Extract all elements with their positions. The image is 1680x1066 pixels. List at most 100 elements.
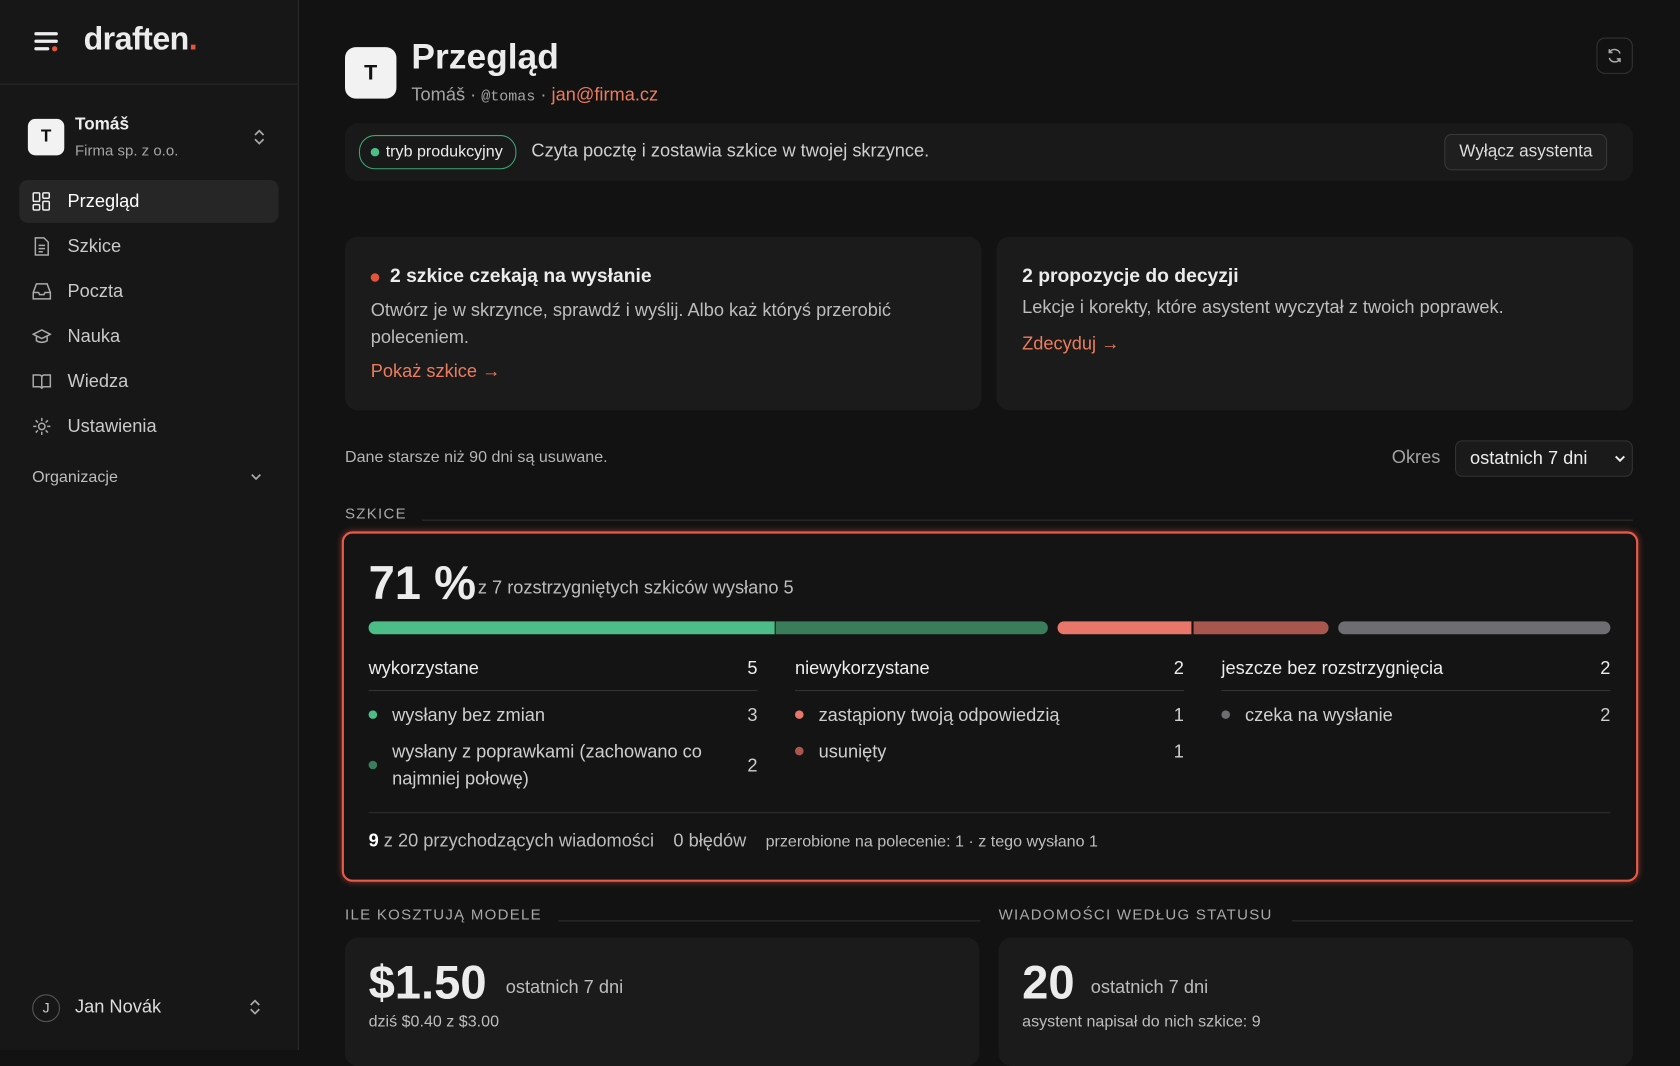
- card-text: Lekcje i korekty, które asystent wyczyta…: [1022, 296, 1504, 318]
- account-name: Tomáš: [75, 115, 129, 134]
- bar-segment: [368, 621, 775, 635]
- nav-label: Poczta: [67, 280, 124, 302]
- messages-period: ostatnich 7 dni: [1090, 977, 1209, 998]
- group-total: 2: [1600, 657, 1611, 679]
- item-count: 3: [747, 705, 758, 726]
- section-line: [1292, 920, 1633, 922]
- sidebar: draften. T Tomáš Firma sp. z o.o. Przegl…: [0, 0, 299, 1051]
- messages-note: asystent napisał do nich szkice: 9: [1022, 1012, 1261, 1031]
- nav-item[interactable]: Ustawienia: [19, 405, 278, 448]
- drafts-summary: z 7 rozstrzygniętych szkiców wysłano 5: [477, 577, 794, 598]
- drafts-card: 71 % z 7 rozstrzygniętych szkiców wysłan…: [341, 531, 1639, 882]
- cost-period: ostatnich 7 dni: [505, 977, 624, 998]
- nav-label: Wiedza: [67, 370, 129, 392]
- user-avatar: J: [32, 994, 61, 1023]
- banner: tryb produkcyjny Czyta pocztę i zostawia…: [345, 123, 1633, 182]
- cost-amount: $1.50: [368, 956, 487, 1010]
- divider: [368, 690, 758, 692]
- card-title: 2 propozycje do decyzji: [1022, 264, 1239, 287]
- group-name: niewykorzystane: [795, 657, 930, 679]
- card: 2 propozycje do decyzji Lekcje i korekty…: [996, 236, 1633, 411]
- retention-note: Dane starsze niż 90 dni są usuwane.: [345, 447, 608, 467]
- section-title: SZKICE: [345, 504, 407, 522]
- item-label: czeka na wysłanie: [1245, 705, 1393, 726]
- item-label: zastąpiony twoją odpowiedzią: [818, 705, 1060, 726]
- bar-segment: [1193, 621, 1330, 635]
- processed-count: 9: [368, 830, 379, 851]
- nav-icon: [34, 237, 49, 256]
- header-name: Tomáš: [411, 84, 466, 106]
- badge-text: tryb produkcyjny: [385, 142, 503, 161]
- status-dot: [795, 710, 804, 719]
- user-name[interactable]: Jan Novák: [75, 996, 162, 1017]
- item-label: wysłany bez zmian: [392, 705, 546, 726]
- user-switch[interactable]: [249, 999, 262, 1016]
- section-chevron[interactable]: [250, 473, 263, 482]
- status-dot: [1221, 710, 1231, 719]
- status-dot: [368, 710, 378, 719]
- group-name: wykorzystane: [368, 657, 479, 679]
- header-email[interactable]: jan@firma.cz: [551, 84, 659, 106]
- item-count: 1: [1173, 705, 1184, 726]
- mode-badge: tryb produkcyjny: [358, 135, 517, 170]
- separator: ·: [470, 84, 477, 106]
- account-switch[interactable]: [253, 129, 266, 146]
- select-chevron: [1615, 455, 1625, 463]
- nav-item[interactable]: Wiedza: [19, 360, 278, 403]
- period-select[interactable]: ostatnich 7 dni: [1455, 440, 1633, 477]
- item-count: 2: [1600, 705, 1611, 726]
- divider: [1221, 690, 1611, 692]
- item-label: usunięty: [818, 741, 887, 762]
- nav-label: Ustawienia: [67, 415, 157, 437]
- nav-item[interactable]: Nauka: [19, 315, 278, 358]
- menu-icon[interactable]: [34, 31, 60, 52]
- processed-text: z 20 przychodzących wiadomości: [383, 830, 655, 851]
- section-line: [422, 519, 1633, 521]
- card-link[interactable]: Pokaż szkice →: [370, 361, 501, 382]
- header-meta: Tomáš · @tomas · jan@firma.cz: [411, 85, 658, 106]
- messages-count: 20: [1022, 956, 1075, 1010]
- nav-item[interactable]: Przegląd: [19, 180, 279, 223]
- divider: [795, 690, 1184, 692]
- cost-today: dziś $0.40 z $3.00: [368, 1012, 500, 1031]
- section-label[interactable]: Organizacje: [32, 468, 118, 487]
- divider: [0, 83, 298, 85]
- nav-label: Przegląd: [67, 190, 140, 212]
- refresh-icon: [1608, 48, 1621, 63]
- separator: ·: [540, 84, 547, 106]
- logo-text: draften: [83, 21, 190, 57]
- status-dot: [795, 746, 804, 756]
- group-total: 5: [747, 657, 758, 679]
- drafts-footer: 9 z 20 przychodzących wiadomości 0 błędów…: [369, 830, 1098, 851]
- banner-text: Czyta pocztę i zostawia szkice w twojej …: [531, 140, 930, 161]
- messages-card: 20 ostatnich 7 dni asystent napisał do n…: [998, 937, 1633, 1066]
- logo-dot: .: [188, 21, 198, 57]
- nav-icon: [32, 283, 52, 300]
- card-link[interactable]: Zdecyduj →: [1022, 333, 1120, 354]
- nav-label: Nauka: [67, 325, 121, 347]
- drafts-percent: 71 %: [368, 557, 477, 610]
- account-avatar: T: [27, 118, 65, 156]
- period-label: Okres: [1391, 446, 1441, 468]
- status-dot: [368, 760, 378, 770]
- nav-icon: [33, 417, 51, 436]
- disable-button[interactable]: Wyłącz asystenta: [1444, 133, 1608, 171]
- item-count: 2: [747, 755, 758, 776]
- section-title: ILE KOSZTUJĄ MODELE: [345, 905, 542, 923]
- alert-dot: [370, 273, 380, 282]
- nav-icon: [32, 329, 52, 344]
- period-value: ostatnich 7 dni: [1470, 447, 1588, 469]
- nav-item[interactable]: Szkice: [19, 225, 278, 268]
- nav-item[interactable]: Poczta: [19, 270, 278, 313]
- group-name: jeszcze bez rozstrzygnięcia: [1221, 657, 1444, 679]
- logo: draften.: [84, 21, 198, 57]
- bar-segment: [1338, 621, 1611, 635]
- account-company: Firma sp. z o.o.: [75, 141, 179, 159]
- section-line: [558, 920, 981, 922]
- refresh-button[interactable]: [1596, 37, 1633, 74]
- bar-segment: [1057, 621, 1192, 635]
- section-title: WIADOMOŚCI WEDŁUG STATUSU: [998, 905, 1273, 923]
- nav-icon: [32, 192, 51, 211]
- header-handle: @tomas: [481, 88, 536, 107]
